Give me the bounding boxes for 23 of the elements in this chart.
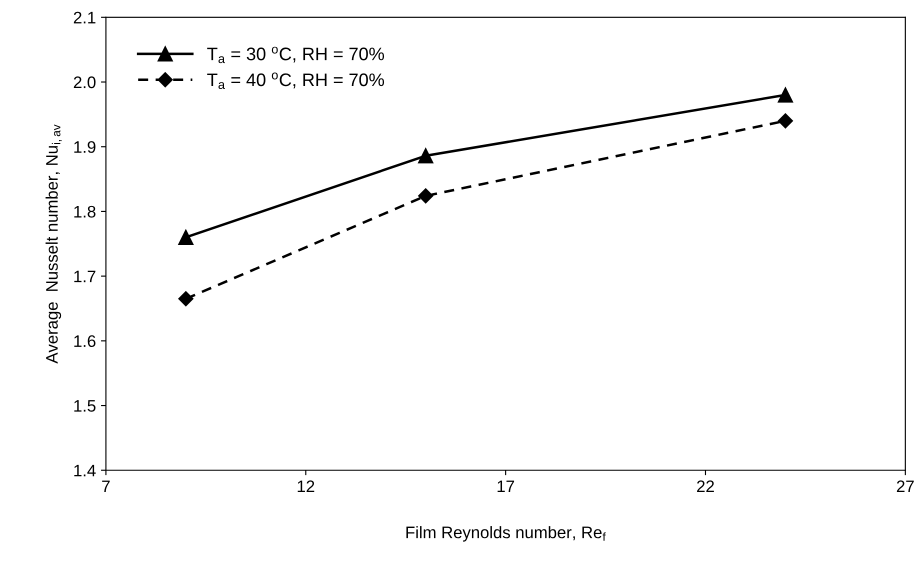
y-tick-label: 1.6 — [74, 335, 96, 348]
legend-label: T$_{a}$ = 30 $^{o}$C, RH = 70% — [207, 46, 384, 64]
x-tick-label: 27 — [896, 480, 914, 492]
y-tick-label: 1.9 — [74, 141, 96, 153]
point — [778, 87, 794, 103]
y-tick-label: 1.7 — [74, 270, 96, 282]
x-tick-label: 7 — [102, 480, 110, 492]
x-tick-label: 12 — [298, 480, 314, 492]
point — [778, 113, 793, 128]
y-axis-title: Average Nusselt number, Nu$_{i,av}$ — [46, 124, 62, 364]
y-tick-label: 2.1 — [74, 12, 96, 24]
y-tick-label: 1.8 — [74, 206, 96, 218]
y-tick-label: 2.0 — [74, 76, 96, 88]
y-tick-label: 1.5 — [74, 400, 96, 412]
x-tick-label: 17 — [498, 480, 514, 492]
point — [178, 230, 194, 245]
point — [418, 148, 434, 164]
y-tick-label: 1.4 — [74, 464, 96, 476]
x-tick-label: 22 — [697, 480, 714, 492]
legend-label: T$_{a}$ = 40 $^{o}$C, RH = 70% — [207, 72, 384, 90]
point — [178, 291, 194, 306]
point — [418, 188, 434, 204]
x-axis-title: Film Reynolds number, Re$_{f}$ — [406, 526, 606, 542]
